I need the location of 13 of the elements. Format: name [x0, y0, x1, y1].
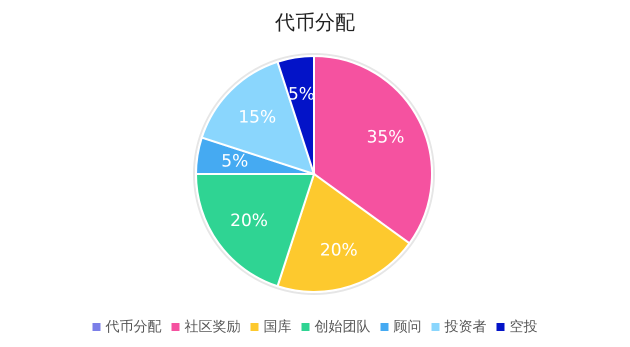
legend-label: 顾问: [394, 319, 422, 335]
chart-title: 代币分配: [274, 10, 355, 34]
data-label: 15%: [238, 107, 276, 128]
legend-title: 代币分配: [104, 319, 162, 335]
data-label: 20%: [320, 240, 358, 260]
legend-label: 空投: [510, 319, 538, 335]
legend-label: 社区奖励: [184, 319, 240, 335]
legend-label: 创始团队: [314, 319, 370, 335]
data-label: 35%: [366, 128, 404, 148]
data-label: 5%: [221, 151, 248, 172]
legend-label: 投资者: [444, 319, 486, 335]
data-label: 20%: [230, 211, 268, 232]
legend-label: 国库: [264, 319, 292, 335]
